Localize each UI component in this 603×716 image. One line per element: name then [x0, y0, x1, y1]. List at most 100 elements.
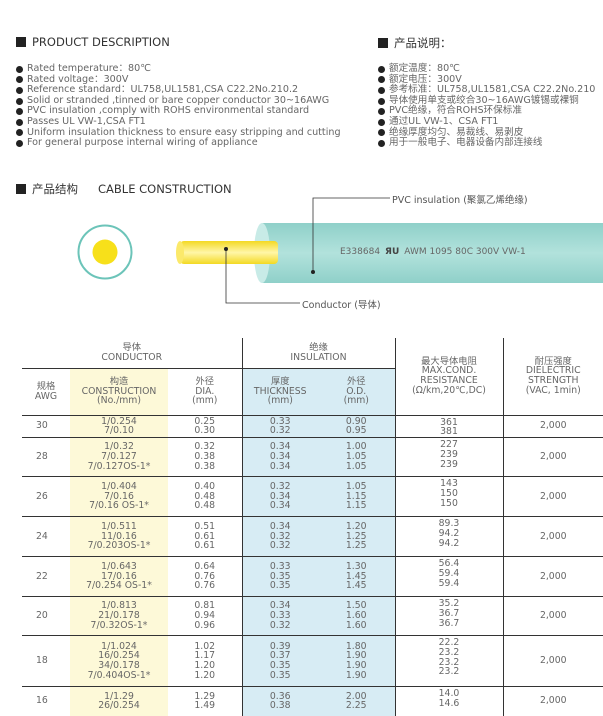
od-cell: 2.00 2.25	[318, 686, 395, 716]
product-description-heading: PRODUCT DESCRIPTION	[16, 35, 170, 49]
construction-cell: 1/0.404 7/0.16 7/0.16 OS-1*	[70, 476, 168, 517]
construction-cell: 1/1.29 26/0.254	[70, 686, 168, 716]
description-item: 通过UL VW-1、CSA FT1	[378, 116, 595, 128]
dielectric-cell: 2,000	[502, 414, 603, 438]
dielectric-cell: 2,000	[502, 635, 603, 687]
ul-mark-icon: ЯU	[385, 247, 400, 257]
insulation-label: PVC insulation (聚氯乙烯绝缘)	[392, 195, 528, 206]
description-item: Rated temperature：80℃	[16, 63, 341, 75]
dia-cell: 0.40 0.48 0.48	[168, 476, 242, 517]
table-row: 30 1/0.254 7/0.10 0.25 0.30 0.33 0.32 0.90 0.95 3…	[22, 414, 603, 438]
item-text: Uniform insulation thickness to ensure e…	[27, 126, 341, 138]
bullet-icon	[16, 86, 23, 94]
description-item: Reference standard：UL758,UL1581,CSA C22.…	[16, 85, 341, 96]
construction-header: 构造 CONSTRUCTION (No./mm)	[70, 368, 168, 415]
bullet-icon	[16, 129, 23, 137]
table-row: 16 1/1.29 26/0.254 1.29 1.49 0.36 0.38 2.00 2.25…	[22, 686, 603, 716]
thickness-cell: 0.34 0.34 0.34	[241, 437, 318, 477]
description-item: Passes UL VW-1,CSA FT1	[16, 115, 341, 128]
awg-cell: 22	[22, 556, 70, 597]
description-list-cn: 额定温度：80℃ 额定电压：300V 参考标准：UL758,UL1581,CSA C…	[378, 63, 595, 149]
dia-header: 外径 DIA. (mm)	[192, 375, 218, 407]
bullet-icon	[16, 76, 23, 84]
print-text: AWM 1095 80C 300V VW-1	[404, 247, 526, 257]
table-row: 18 1/1.024 16/0.254 34/0.178 7/0.404OS-1* 1.0…	[22, 635, 603, 687]
resistance-cell: 56.4 59.4 59.4	[394, 556, 503, 597]
bullet-icon	[16, 118, 23, 126]
description-item: PVC绝缘，符合ROHS环保标准	[378, 106, 595, 117]
resistance-cell: 14.0 14.6	[394, 686, 503, 716]
bullet-icon	[16, 108, 23, 116]
awg-cell: 28	[22, 437, 70, 477]
specification-table: 导体 CONDUCTOR 绝缘 INSULATION 最大导体电阻 MAX.COND.…	[22, 338, 603, 716]
item-text: 导体使用单支或绞合30~16AWG镀锡或裸铜	[389, 94, 579, 106]
heading-text-cn: 产品结构	[32, 182, 78, 196]
table-row: 22 1/0.643 17/0.16 7/0.254 OS-1* 0.64 0.76 0.7…	[22, 556, 603, 597]
dia-cell: 1.02 1.17 1.20 1.20	[168, 635, 242, 687]
thickness-cell: 0.39 0.37 0.35 0.35	[241, 635, 318, 687]
description-item: 用于一般电子、电器设备内部连接线	[378, 138, 595, 149]
table-row: 26 1/0.404 7/0.16 7/0.16 OS-1* 0.40 0.48 0.48 0…	[22, 476, 603, 517]
item-text: Passes UL VW-1,CSA FT1	[27, 115, 146, 127]
dielectric-cell: 2,000	[502, 686, 603, 716]
description-item: Solid or stranded ,tinned or bare copper…	[16, 94, 341, 107]
awg-cell: 18	[22, 635, 70, 687]
print-code: E338684	[340, 247, 381, 257]
dielectric-cell: 2,000	[502, 596, 603, 636]
construction-cell: 1/0.511 11/0.16 7/0.203OS-1*	[70, 516, 168, 557]
description-item: 额定电压：300V	[378, 74, 595, 86]
bullet-icon	[16, 65, 23, 73]
thickness-cell: 0.34 0.32 0.32	[241, 516, 318, 557]
bullet-icon	[378, 97, 385, 105]
cable-print-marking: E338684 ЯU AWM 1095 80C 300V VW-1	[340, 247, 526, 257]
bullet-icon	[16, 139, 23, 147]
description-list-en: Rated temperature：80℃ Rated voltage：300V R…	[16, 63, 341, 149]
heading-text-en: CABLE CONSTRUCTION	[98, 182, 232, 196]
item-text: Solid or stranded ,tinned or bare copper…	[27, 94, 330, 106]
description-item: Rated voltage：300V	[16, 73, 341, 86]
insulation-leader-line	[312, 197, 390, 272]
item-text: Rated voltage：300V	[27, 73, 129, 85]
bullet-icon	[378, 139, 385, 147]
awg-header: 规格 AWG	[34, 380, 58, 402]
od-cell: 1.50 1.60 1.60	[318, 596, 395, 636]
resistance-cell: 361 381	[394, 414, 503, 438]
construction-cell: 1/0.813 21/0.178 7/0.32OS-1*	[70, 596, 168, 636]
item-text: PVC绝缘，符合ROHS环保标准	[389, 105, 522, 117]
od-cell: 1.20 1.25 1.25	[318, 516, 395, 557]
description-item: 导体使用单支或绞合30~16AWG镀锡或裸铜	[378, 94, 595, 107]
description-item: Uniform insulation thickness to ensure e…	[16, 126, 341, 139]
construction-cell: 1/1.024 16/0.254 34/0.178 7/0.404OS-1*	[70, 635, 168, 687]
bullet-icon	[378, 65, 385, 73]
heading-text: PRODUCT DESCRIPTION	[32, 35, 170, 49]
dia-cell: 0.81 0.94 0.96	[168, 596, 242, 636]
bullet-icon	[378, 76, 385, 84]
table-row: 24 1/0.511 11/0.16 7/0.203OS-1* 0.51 0.61 0.61…	[22, 516, 603, 557]
resistance-cell: 35.2 36.7 36.7	[394, 596, 503, 636]
cable-diagram	[77, 197, 603, 304]
thickness-cell: 0.36 0.38	[241, 686, 318, 716]
od-cell: 1.00 1.05 1.05	[318, 437, 395, 477]
dia-cell: 0.64 0.76 0.76	[168, 556, 242, 597]
thickness-cell: 0.33 0.32	[241, 414, 318, 438]
dielectric-cell: 2,000	[502, 556, 603, 597]
heading-text: 产品说明：	[394, 36, 452, 50]
dia-cell: 0.25 0.30	[168, 414, 242, 438]
thickness-cell: 0.33 0.35 0.35	[241, 556, 318, 597]
item-text: 额定温度：80℃	[389, 63, 460, 74]
awg-cell: 26	[22, 476, 70, 517]
dia-cell: 0.32 0.38 0.38	[168, 437, 242, 477]
od-cell: 1.30 1.45 1.45	[318, 556, 395, 597]
resistance-cell: 227 239 239	[394, 437, 503, 477]
dielectric-header: 耐压强度 DIELECTRIC STRENGTH (VAC, 1min)	[502, 338, 603, 415]
item-text: For general purpose internal wiring of a…	[27, 137, 258, 149]
od-cell: 1.80 1.90 1.90 1.90	[318, 635, 395, 687]
insulation-group-header: 绝缘 INSULATION	[241, 338, 395, 369]
item-text: 用于一般电子、电器设备内部连接线	[389, 137, 543, 149]
product-description-heading-cn: 产品说明：	[378, 35, 452, 51]
od-cell: 1.05 1.15 1.15	[318, 476, 395, 517]
resistance-cell: 22.2 23.2 23.2 23.2	[394, 635, 503, 687]
construction-cell: 1/0.254 7/0.10	[70, 414, 168, 438]
table-row: 28 1/0.32 7/0.127 7/0.127OS-1* 0.32 0.38 0.38 0…	[22, 437, 603, 477]
description-item: 参考标准：UL758,UL1581,CSA C22.2No.210	[378, 85, 595, 96]
